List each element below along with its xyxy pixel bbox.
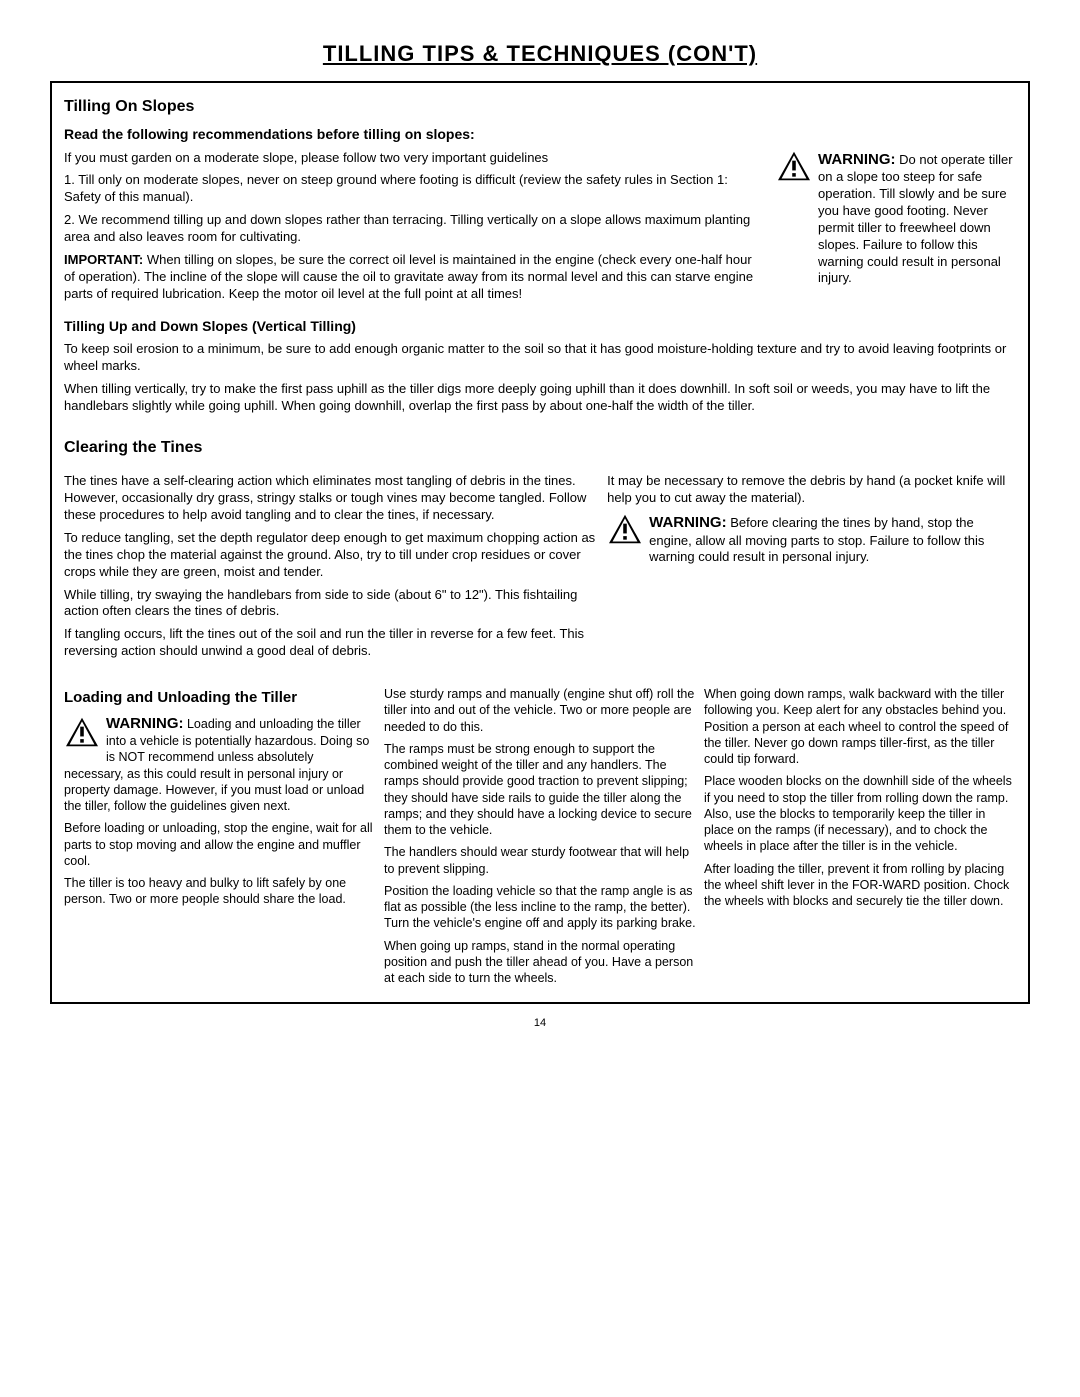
content-frame: Tilling On Slopes Read the following rec… (50, 81, 1030, 1005)
clearing-left-p3: While tilling, try swaying the handlebar… (64, 587, 597, 621)
page-title: TILLING TIPS & TECHNIQUES (CON'T) (50, 40, 1030, 69)
loading-c3-p2: Place wooden blocks on the downhill side… (704, 773, 1016, 854)
slopes-warning-label: WARNING: (818, 151, 896, 168)
warning-icon (64, 716, 100, 748)
loading-c2-p5: When going up ramps, stand in the normal… (384, 938, 696, 987)
loading-c1-p1: Before loading or unloading, stop the en… (64, 820, 376, 869)
clearing-heading: Clearing the Tines (64, 438, 1016, 459)
loading-columns: Loading and Unloading the Tiller WARNING… (64, 680, 1016, 992)
loading-c2-p4: Position the loading vehicle so that the… (384, 883, 696, 932)
loading-c2-p2: The ramps must be strong enough to suppo… (384, 741, 696, 839)
warning-icon (776, 150, 812, 182)
clearing-columns: The tines have a self-clearing action wh… (64, 467, 1016, 666)
important-label: IMPORTANT: (64, 252, 143, 267)
loading-warning-label: WARNING: (106, 715, 184, 732)
loading-heading: Loading and Unloading the Tiller (64, 688, 376, 708)
clearing-warning-box: WARNING: Before clearing the tines by ha… (607, 513, 1016, 566)
warning-icon (607, 513, 643, 545)
vertical-p2: When tilling vertically, try to make the… (64, 381, 1016, 415)
loading-c2-p3: The handlers should wear sturdy footwear… (384, 844, 696, 877)
slopes-subheading: Read the following recommendations befor… (64, 125, 1016, 143)
clearing-right-p1: It may be necessary to remove the debris… (607, 473, 1016, 507)
clearing-left-p1: The tines have a self-clearing action wh… (64, 473, 597, 524)
loading-c1-p2: The tiller is too heavy and bulky to lif… (64, 875, 376, 908)
loading-c2-p1: Use sturdy ramps and manually (engine sh… (384, 686, 696, 735)
slopes-warning-box: WARNING: Do not operate tiller on a slop… (776, 150, 1016, 294)
vertical-heading: Tilling Up and Down Slopes (Vertical Til… (64, 317, 1016, 335)
page-number: 14 (50, 1016, 1030, 1030)
clearing-left-p4: If tangling occurs, lift the tines out o… (64, 626, 597, 660)
vertical-p1: To keep soil erosion to a minimum, be su… (64, 341, 1016, 375)
clearing-warning-label: WARNING: (649, 514, 727, 531)
clearing-left-p2: To reduce tangling, set the depth regula… (64, 530, 597, 581)
slopes-heading: Tilling On Slopes (64, 97, 1016, 118)
slopes-warning-text: Do not operate tiller on a slope too ste… (818, 152, 1013, 286)
loading-c3-p1: When going down ramps, walk backward wit… (704, 686, 1016, 767)
loading-c3-p3: After loading the tiller, prevent it fro… (704, 861, 1016, 910)
slopes-p4-text: When tilling on slopes, be sure the corr… (64, 252, 753, 301)
